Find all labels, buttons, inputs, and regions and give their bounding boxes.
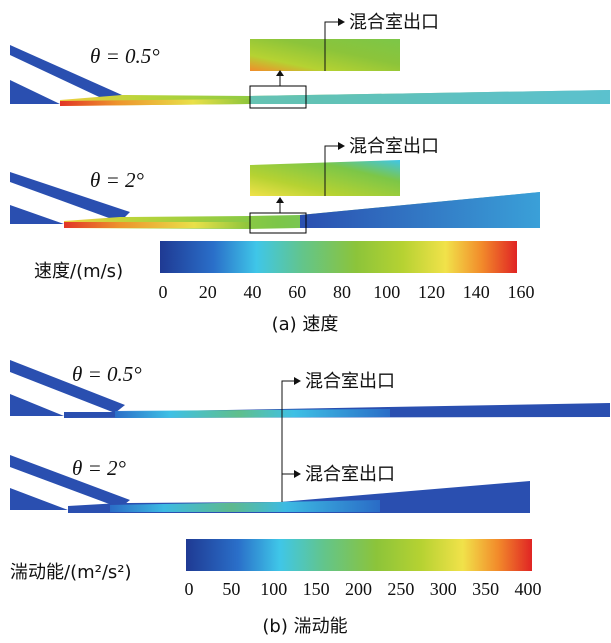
colorbar-ticks-velocity: 0 20 40 60 80 100 120 140 160 <box>159 282 535 302</box>
tke-tick-label: 100 <box>260 579 287 599</box>
tke-tick-label: 0 <box>185 579 194 599</box>
velocity-tick-label: 140 <box>463 282 490 302</box>
velocity-contour-theta-2 <box>10 172 540 234</box>
theta-label-0-5: θ = 0.5° <box>90 44 160 68</box>
velocity-tick-label: 120 <box>418 282 445 302</box>
arrow-icon <box>276 70 284 76</box>
tke-tick-label: 300 <box>430 579 457 599</box>
tke-contour-theta-0-5 <box>10 360 610 418</box>
velocity-tick-label: 40 <box>244 282 262 302</box>
theta-label-b-2: θ = 2° <box>72 456 126 480</box>
suction-wall <box>10 80 60 104</box>
exit-zoom-box <box>249 212 307 234</box>
exit-label-2: 混合室出口 <box>349 136 439 157</box>
primary-nozzle-wall <box>10 45 122 103</box>
colorbar-title-tke: 湍动能/(m²/s²) <box>10 562 132 583</box>
caption-a: (a) 速度 <box>272 314 339 335</box>
velocity-tick-label: 160 <box>508 282 535 302</box>
exit-label-b-2: 混合室出口 <box>305 464 395 485</box>
tke-tick-label: 150 <box>303 579 330 599</box>
velocity-tick-label: 0 <box>159 282 168 302</box>
theta-label-b-0-5: θ = 0.5° <box>72 362 142 386</box>
velocity-tick-label: 100 <box>373 282 400 302</box>
arrow-icon <box>338 142 345 150</box>
tke-tick-label: 250 <box>387 579 414 599</box>
tke-tick-label: 50 <box>222 579 240 599</box>
tke-tick-label: 350 <box>472 579 499 599</box>
colorbar-velocity <box>160 241 517 273</box>
jet-core <box>60 99 250 106</box>
arrow-icon <box>276 197 284 203</box>
theta-label-2: θ = 2° <box>90 168 144 192</box>
exit-zoom-box <box>249 85 307 109</box>
velocity-tick-label: 20 <box>199 282 217 302</box>
tke-tick-label: 200 <box>345 579 372 599</box>
exit-label-0-5: 混合室出口 <box>349 12 439 33</box>
colorbar-ticks-tke: 0 50 100 150 200 250 300 350 400 <box>185 579 542 599</box>
velocity-contour-theta-0-5 <box>10 45 610 109</box>
tke-contour-theta-2 <box>10 455 530 513</box>
exit-label-b-0-5: 混合室出口 <box>305 371 395 392</box>
tke-tick-label: 400 <box>515 579 542 599</box>
panel-b-tke: θ = 0.5° θ = 2° 混合室出口 混合室出口 湍动能/(m²/s²) … <box>10 360 610 637</box>
arrow-icon <box>294 377 301 385</box>
arrow-icon <box>338 18 345 26</box>
arrow-icon <box>294 470 301 478</box>
colorbar-tke <box>186 539 532 571</box>
velocity-tick-label: 80 <box>333 282 351 302</box>
colorbar-title-velocity: 速度/(m/s) <box>34 261 123 282</box>
panel-a-velocity: θ = 0.5° 混合室出口 θ = 2° 混合室出口 速度/(m/s) 0 20… <box>10 12 610 335</box>
caption-b: (b) 湍动能 <box>262 616 347 637</box>
velocity-tick-label: 60 <box>288 282 306 302</box>
